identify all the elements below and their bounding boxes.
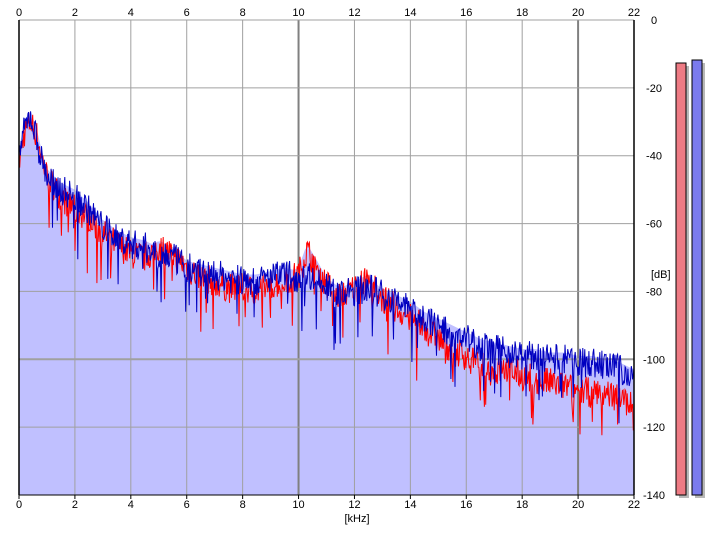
x-tick-label: 22 — [628, 499, 640, 511]
x-tick-label-top: 12 — [348, 7, 360, 19]
level-meter-left — [675, 62, 687, 496]
y-tick-label: -40 — [646, 151, 662, 163]
series-line-2 — [18, 111, 635, 424]
x-tick-label-top: 22 — [628, 7, 640, 19]
x-tick-label-top: 6 — [184, 7, 190, 19]
x-tick-label: 0 — [16, 499, 22, 511]
x-axis-label: [kHz] — [344, 513, 369, 525]
axes — [18, 20, 635, 496]
x-tick-label-top: 10 — [292, 7, 304, 19]
x-tick-label-top: 18 — [516, 7, 528, 19]
x-tick-label: 12 — [348, 499, 360, 511]
x-tick-label: 6 — [184, 499, 190, 511]
y-tick-label: -120 — [643, 422, 665, 434]
x-tick-label: 14 — [404, 499, 416, 511]
x-tick-label: 18 — [516, 499, 528, 511]
level-meters — [675, 59, 705, 498]
level-meter-right — [691, 59, 703, 496]
y-tick-label: -140 — [643, 490, 665, 502]
x-tick-label-top: 14 — [404, 7, 416, 19]
series-lines — [18, 111, 635, 436]
x-tick-label: 16 — [460, 499, 472, 511]
x-tick-label: 20 — [572, 499, 584, 511]
y-axis-label: [dB] — [651, 269, 671, 281]
x-tick-label-top: 2 — [72, 7, 78, 19]
x-tick-label-top: 16 — [460, 7, 472, 19]
x-tick-label-top: 8 — [240, 7, 246, 19]
y-tick-label: 0 — [651, 15, 657, 27]
x-tick-label: 8 — [240, 499, 246, 511]
x-tick-label: 2 — [72, 499, 78, 511]
y-tick-label: -100 — [643, 354, 665, 366]
y-tick-label: -60 — [646, 219, 662, 231]
tick-labels: 002244668810101212141416161818202022220-… — [16, 7, 665, 511]
x-tick-label: 10 — [292, 499, 304, 511]
x-tick-label-top: 20 — [572, 7, 584, 19]
x-tick-label: 4 — [128, 499, 134, 511]
x-tick-label-top: 0 — [16, 7, 22, 19]
y-tick-label: -80 — [646, 286, 662, 298]
x-tick-label-top: 4 — [128, 7, 134, 19]
y-tick-label: -20 — [646, 83, 662, 95]
